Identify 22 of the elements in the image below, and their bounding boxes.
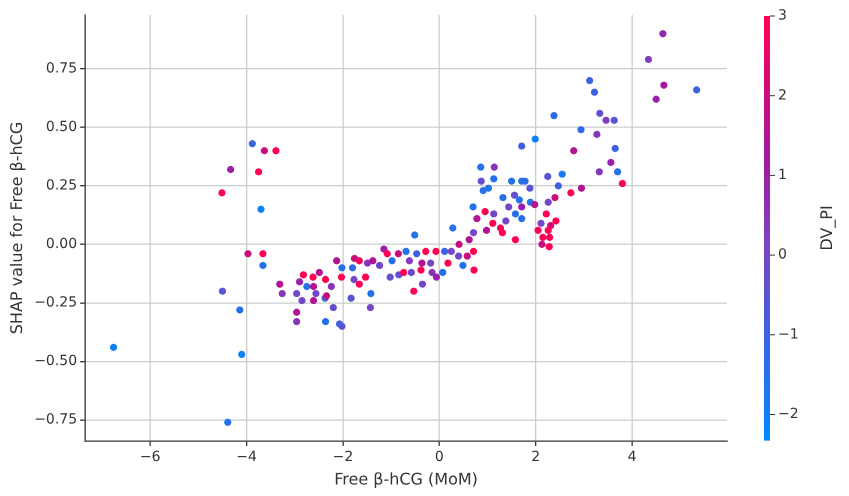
y-tick-label: 0.75 (46, 60, 78, 76)
color-bar-label: 1 (778, 167, 787, 184)
color-bar-label: −2 (778, 406, 799, 422)
x-tick-label: 4 (628, 449, 637, 466)
x-tick-label: −6 (140, 449, 161, 466)
color-bar-title: DV_PI (817, 205, 836, 251)
y-axis-title: SHAP value for Free β-hCG (6, 122, 26, 334)
color-bar-label: 0 (778, 246, 787, 263)
x-tick-label: 0 (434, 449, 444, 466)
y-tick-label: −0.50 (34, 353, 78, 370)
x-axis-title: Free β-hCG (MoM) (334, 470, 478, 489)
color-bar-label: −1 (778, 326, 799, 342)
y-tick-label: −0.75 (34, 412, 78, 428)
y-tick-label: 0.00 (46, 236, 78, 252)
y-tick-label: 0.50 (46, 118, 78, 135)
y-tick-label: 0.25 (46, 178, 78, 194)
color-bar-label: 3 (778, 8, 787, 24)
x-tick-label: 2 (531, 449, 540, 466)
x-tick-label: −4 (236, 449, 257, 466)
color-bar-label: 2 (778, 87, 787, 104)
y-tick-label: −0.25 (34, 294, 78, 311)
x-tick-label: −2 (332, 449, 354, 466)
